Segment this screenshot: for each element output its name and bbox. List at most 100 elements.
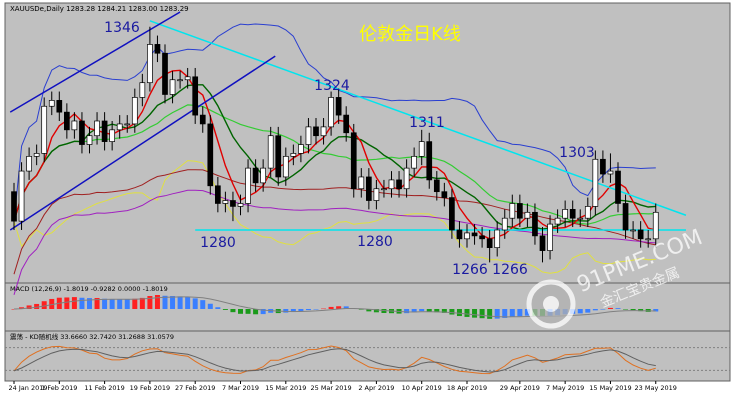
macd-bar (585, 309, 591, 313)
candle-body (486, 238, 493, 249)
x-tick-label: 2 Apr 2019 (358, 384, 394, 392)
candle-body (403, 167, 410, 190)
candle-body (298, 144, 304, 154)
candle-body (313, 126, 319, 137)
candle-body (11, 191, 17, 222)
macd-bar (283, 309, 289, 313)
x-tick-label: 11 Feb 2019 (84, 384, 124, 392)
candle-body (305, 126, 312, 145)
macd-bar (434, 309, 440, 313)
candle-body (56, 100, 63, 113)
macd-bar (49, 298, 55, 309)
candle-body (539, 235, 546, 251)
macd-bar (87, 298, 92, 309)
trendline (9, 55, 276, 231)
candle-body (260, 167, 266, 184)
candle-body (607, 170, 614, 175)
macd-bar (230, 309, 236, 313)
candle-body (109, 129, 116, 142)
macd-bar (11, 309, 17, 310)
candle-body (343, 114, 350, 134)
candle-body (328, 97, 334, 128)
candle-body (532, 211, 538, 237)
candle-body (222, 200, 229, 204)
macd-bar (132, 298, 138, 309)
price-annotation: 1303 (559, 145, 595, 161)
macd-bar (79, 297, 85, 309)
candle-body (26, 155, 32, 172)
candle-body (101, 120, 108, 142)
macd-bar (64, 297, 70, 309)
candle-body (184, 76, 191, 81)
price-annotation: 1280 (357, 234, 393, 250)
candle-body (509, 203, 516, 219)
x-tick-label: 1 Feb 2019 (41, 384, 77, 392)
price-annotation: 1346 (104, 20, 140, 36)
candle-body (479, 235, 485, 240)
macd-bar (419, 309, 425, 312)
macd-bar (147, 296, 153, 309)
x-tick-label: 23 May 2019 (635, 384, 677, 392)
macd-bar (260, 309, 266, 315)
macd-bar (41, 301, 47, 309)
macd-bar (607, 307, 613, 309)
macd-bar (109, 299, 115, 309)
candle-body (501, 217, 508, 231)
x-tick-label: 29 Apr 2019 (500, 384, 540, 392)
macd-bar (404, 309, 410, 314)
macd-bar (411, 309, 417, 313)
candle-body (290, 153, 297, 157)
candle-body (237, 203, 244, 207)
candle-body (18, 170, 25, 222)
candle-body (577, 217, 584, 220)
candle-body (592, 158, 599, 207)
candle-body (86, 135, 93, 145)
candle-body (388, 179, 395, 190)
x-tick-label: 19 Feb 2019 (130, 384, 170, 392)
candle-body (116, 123, 123, 131)
macd-bar (253, 309, 259, 315)
kd-d-line (13, 348, 656, 373)
candle-body (139, 82, 146, 98)
price-annotation: 1324 (314, 78, 350, 94)
macd-bar (358, 309, 364, 310)
macd-bar (26, 305, 32, 309)
macd-bar (509, 309, 515, 317)
price-annotation: 1266 (492, 262, 528, 278)
x-tick-label: 25 Mar 2019 (310, 384, 351, 392)
macd-label: MACD (12,26,9) -1.8019 -0.9282 0.0000 -1… (10, 285, 168, 293)
macd-bar (630, 309, 636, 311)
candle-body (124, 123, 131, 126)
macd-bar (192, 298, 198, 309)
candle-body (449, 197, 455, 231)
candle-body (562, 209, 569, 219)
macd-bar (456, 309, 462, 317)
candle-body (418, 141, 425, 157)
candle-body (207, 123, 214, 187)
ma-slow (13, 104, 656, 225)
candle-body (373, 188, 380, 201)
candle-body (433, 179, 440, 193)
macd-bar (177, 296, 183, 309)
x-tick-label: 7 Mar 2019 (222, 384, 259, 392)
macd-bar (238, 309, 243, 314)
macd-bar (479, 309, 485, 319)
macd-bar (124, 299, 130, 309)
candle-body (245, 167, 251, 204)
macd-bar (426, 309, 432, 312)
macd-bar (162, 295, 168, 309)
candle-body (33, 153, 40, 157)
candle-body (199, 114, 206, 125)
x-tick-label: 27 Feb 2019 (175, 384, 215, 392)
macd-bar (328, 306, 334, 309)
watermark-logo (543, 296, 559, 312)
macd-bar (154, 295, 160, 309)
candle-body (48, 100, 55, 107)
candle-body (358, 176, 365, 190)
macd-bar (623, 309, 629, 310)
x-tick-label: 18 Apr 2019 (447, 384, 487, 392)
macd-bar (494, 309, 500, 319)
candle-body (215, 185, 221, 204)
candle-body (282, 155, 289, 178)
candle-body (411, 155, 417, 169)
